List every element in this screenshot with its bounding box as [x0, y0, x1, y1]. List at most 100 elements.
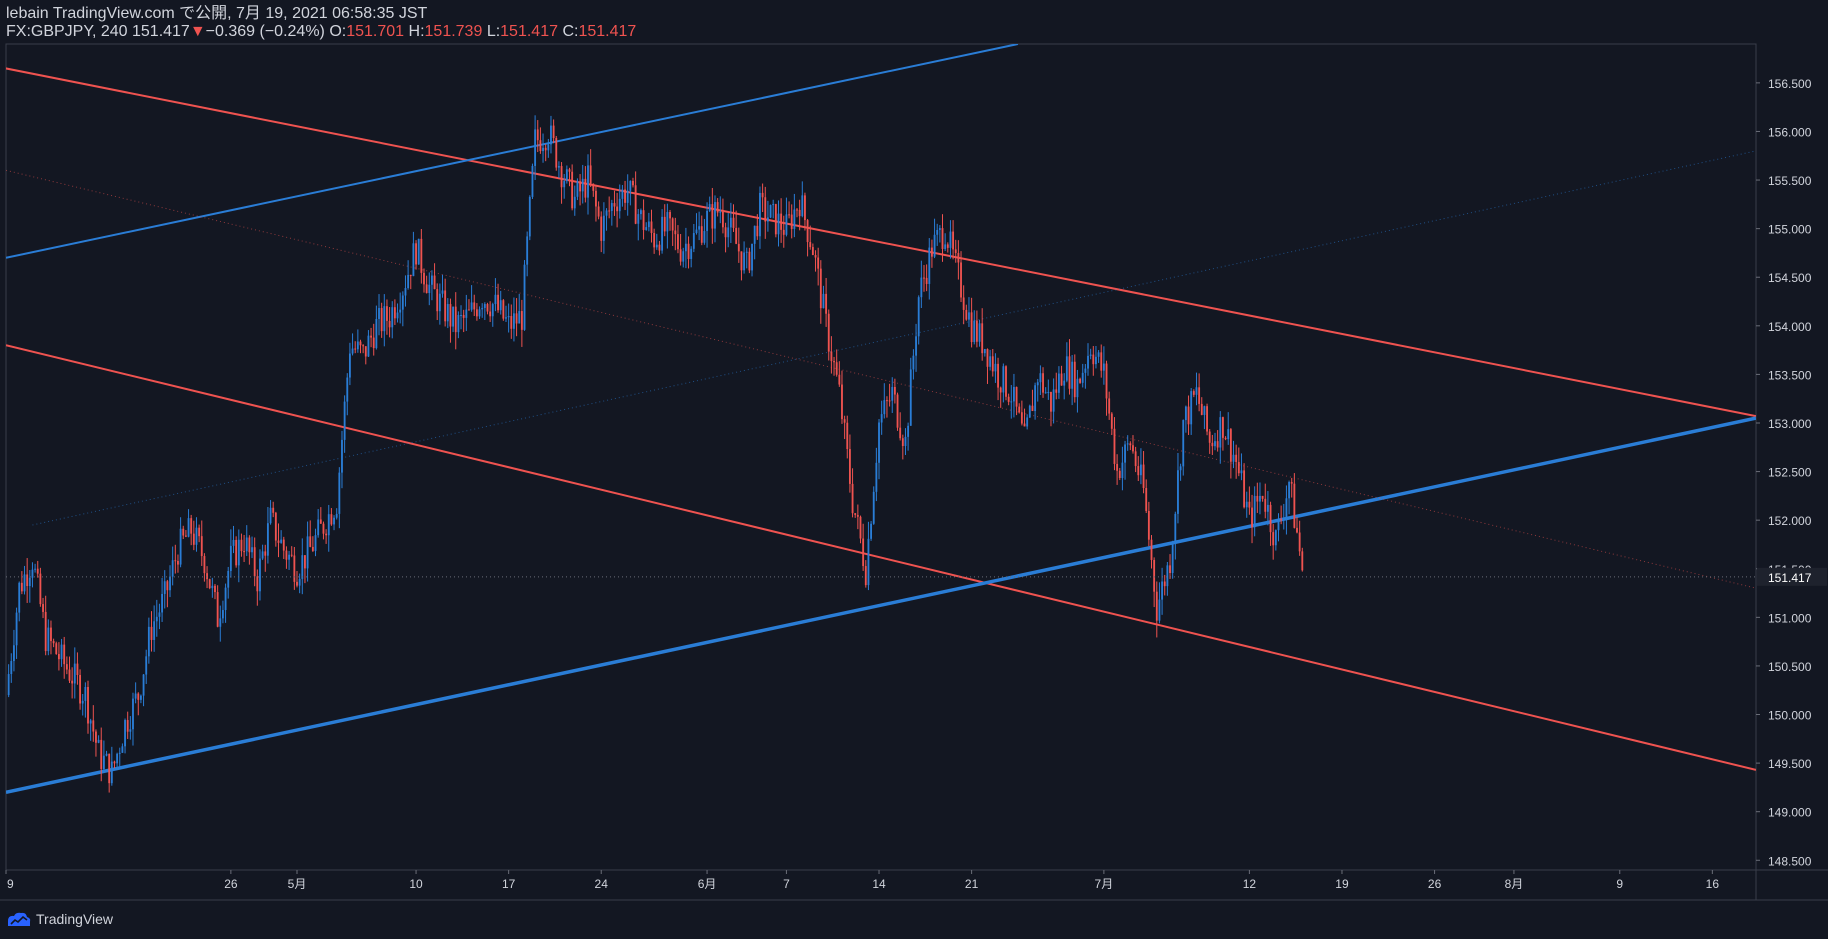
- candle-body: [367, 335, 370, 357]
- change-arrow-icon: ▼: [189, 23, 206, 40]
- candle-body: [317, 519, 320, 536]
- x-tick-label: 16: [1706, 877, 1720, 891]
- candle-body: [26, 574, 29, 586]
- candle-body: [182, 528, 185, 536]
- candle-body: [986, 349, 989, 367]
- trendline-1[interactable]: [6, 344, 1756, 771]
- candle-body: [261, 551, 264, 559]
- candle-body: [10, 661, 13, 675]
- y-tick-label: 153.500: [1768, 368, 1812, 382]
- candle-body: [195, 527, 198, 545]
- x-tick-label: 26: [1428, 877, 1442, 891]
- candle-body: [999, 387, 1002, 393]
- candle-body: [788, 214, 790, 216]
- candle-body: [1248, 501, 1251, 508]
- candle-body: [1288, 482, 1290, 499]
- candle-body: [888, 400, 891, 402]
- candle-body: [31, 569, 34, 578]
- x-axis: 9 26 5月 10 17 24 6月 7 14 21 7月 12 19 26 8月 9 16: [5, 870, 1720, 891]
- candle-body: [1132, 445, 1134, 452]
- candle-body: [330, 514, 333, 525]
- candle-body: [904, 436, 907, 447]
- candle-body: [928, 247, 931, 284]
- candle-body: [936, 229, 939, 235]
- candle-body: [595, 190, 597, 207]
- candle-body: [867, 538, 870, 586]
- candle-body: [425, 284, 428, 294]
- candle-body: [938, 228, 941, 230]
- candle-body: [848, 449, 851, 484]
- candle-body: [468, 309, 470, 311]
- candle-body: [854, 513, 857, 515]
- candle-body: [677, 234, 679, 250]
- candle-body: [404, 288, 407, 296]
- candle-body: [52, 641, 55, 644]
- candle-body: [436, 289, 439, 312]
- plot-area[interactable]: [5, 43, 1757, 871]
- candle-body: [878, 422, 880, 463]
- candle-body: [634, 185, 637, 224]
- candle-body: [692, 233, 695, 249]
- candle-body: [933, 234, 936, 257]
- candle-body: [544, 147, 547, 151]
- candle-body: [859, 516, 862, 539]
- trendline-3[interactable]: [6, 416, 1756, 794]
- y-tick-label: 155.500: [1768, 174, 1812, 188]
- candle-body: [137, 693, 140, 700]
- candle-body: [124, 720, 126, 747]
- candle-body: [737, 243, 740, 252]
- high-value: 151.739: [424, 23, 483, 40]
- candle-body: [1100, 352, 1103, 371]
- candle-body: [1192, 391, 1195, 395]
- candle-body: [1089, 354, 1092, 356]
- open-label: O:: [329, 23, 347, 40]
- x-tick-label: 21: [965, 877, 979, 891]
- candle-body: [798, 209, 801, 217]
- candle-body: [1108, 398, 1111, 414]
- candle-body: [962, 297, 965, 310]
- candle-body: [314, 535, 317, 551]
- candle-body: [706, 210, 708, 232]
- candle-body: [552, 125, 555, 139]
- candle-body: [322, 523, 325, 534]
- candle-body: [280, 539, 283, 543]
- candle-body: [1282, 517, 1285, 520]
- candle-body: [597, 206, 600, 217]
- candle-body: [1031, 405, 1034, 412]
- trendline-2[interactable]: [6, 44, 1019, 259]
- candle-body: [1026, 417, 1029, 427]
- candle-body: [814, 255, 817, 258]
- candle-body: [645, 227, 648, 230]
- candle-body: [1116, 463, 1119, 471]
- x-tick-label: 8月: [1505, 877, 1524, 891]
- y-tick-label: 154.500: [1768, 271, 1812, 285]
- candle-body: [438, 293, 441, 312]
- y-axis: 156.500 156.000 155.500 155.000 154.500 154.0…: [1756, 77, 1812, 868]
- candle-body: [364, 346, 367, 357]
- candle-body: [584, 178, 587, 198]
- candle-body: [769, 205, 772, 218]
- candle-body: [1126, 443, 1129, 445]
- candle-body: [142, 674, 145, 696]
- open-value: 151.701: [346, 23, 405, 40]
- last-price-marker: 151.417: [6, 567, 1827, 586]
- candle-body: [44, 611, 47, 652]
- candle-body: [864, 566, 867, 586]
- y-tick-label: 151.000: [1768, 611, 1812, 625]
- candle-body: [277, 540, 280, 543]
- candle-body: [624, 189, 626, 203]
- candle-body: [1102, 363, 1105, 371]
- candle-body: [965, 309, 968, 320]
- candle-body: [1190, 391, 1193, 425]
- candle-body: [224, 587, 227, 611]
- low-value: 151.417: [500, 23, 558, 40]
- candle-body: [909, 369, 912, 426]
- candle-body: [1050, 392, 1052, 412]
- candle-body: [960, 262, 962, 298]
- candle-body: [63, 644, 66, 665]
- candle-body: [378, 308, 380, 319]
- candle-body: [57, 654, 60, 660]
- candle-body: [560, 166, 563, 188]
- candle-body: [862, 538, 865, 567]
